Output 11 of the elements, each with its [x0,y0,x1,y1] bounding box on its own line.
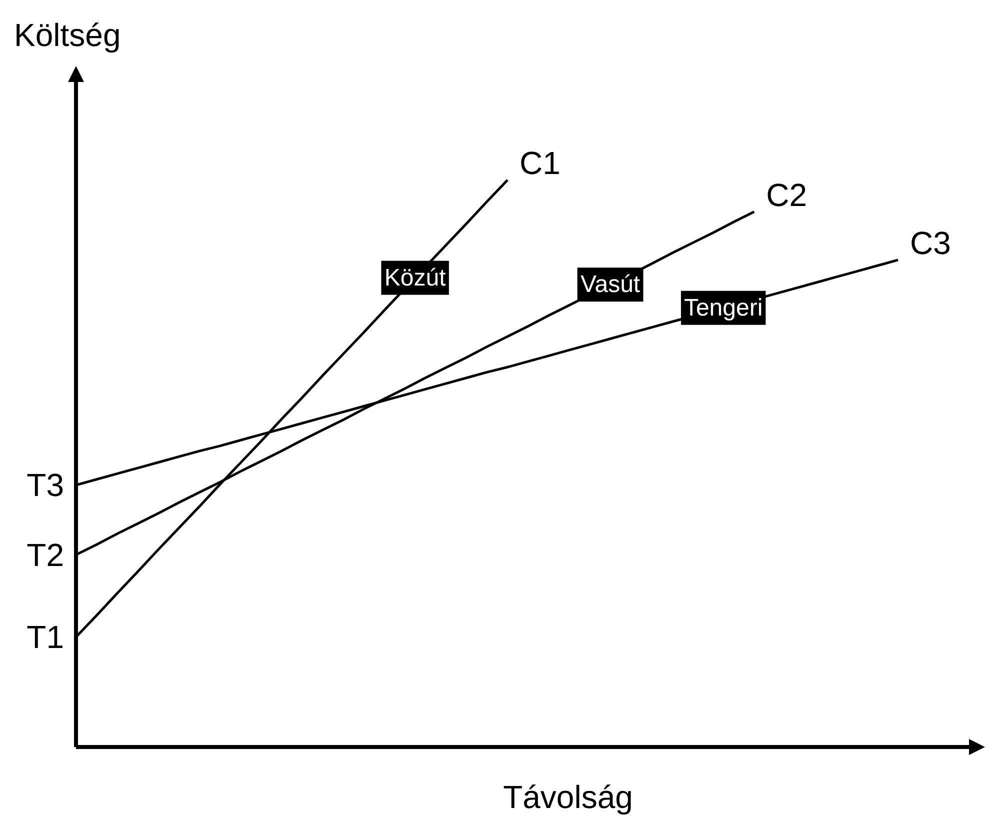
y-axis-title: Költség [14,17,121,53]
annotation: Tengeri [684,294,763,322]
text: T3 [26,467,64,504]
series-label: C2 [766,176,808,213]
series-label: C1 [520,145,560,181]
series-label: C3 [910,224,951,261]
text: T1 [26,619,64,655]
text: T2 [26,536,64,573]
x-axis-title: Távolság [503,779,633,815]
annotation: Vasút [580,271,640,298]
annotation: Közút [384,264,446,292]
